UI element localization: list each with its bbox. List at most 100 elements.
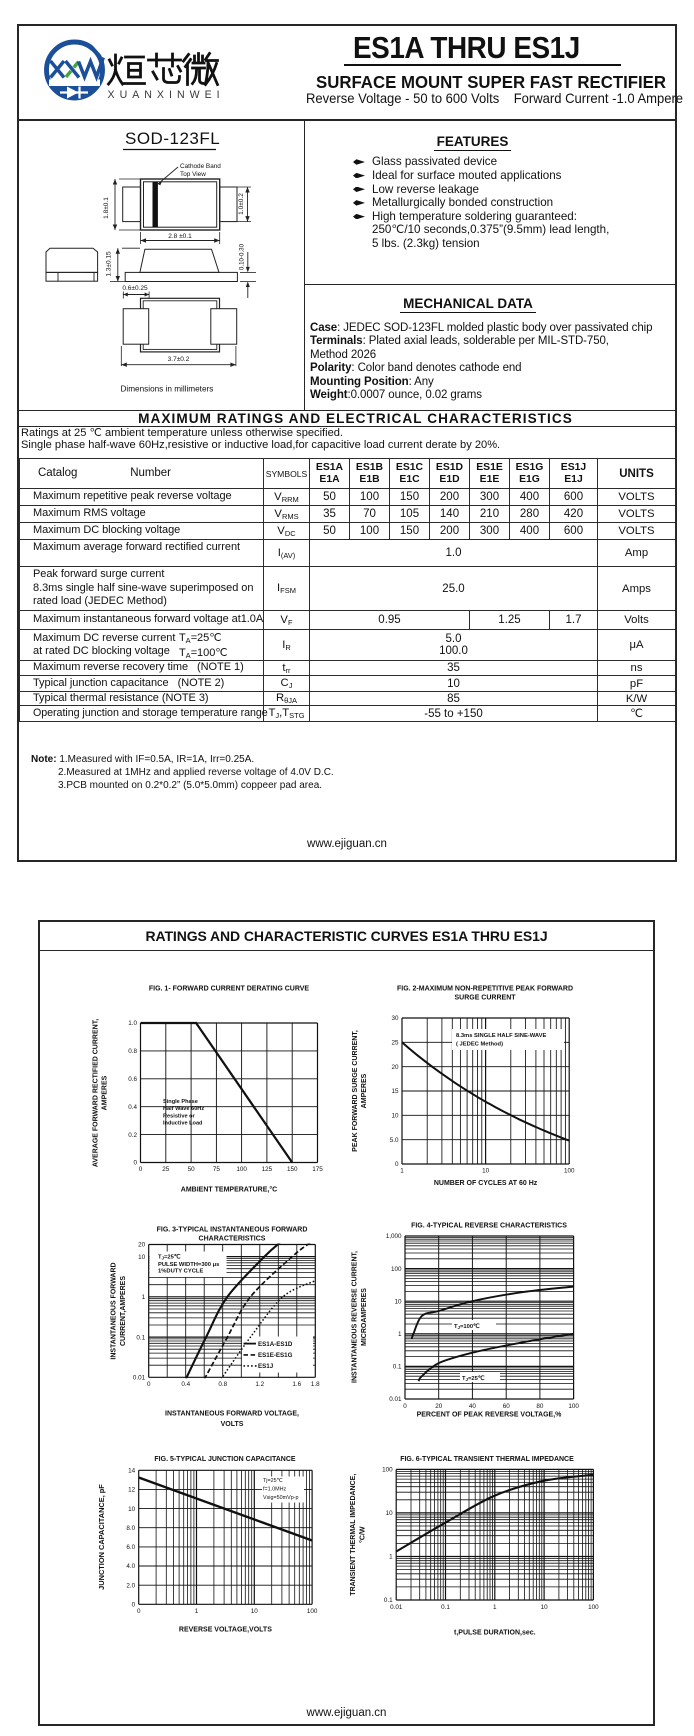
svg-text:75: 75 [213,1166,221,1173]
svg-text:1.0: 1.0 [128,1020,137,1027]
svg-text:2.0: 2.0 [126,1582,135,1589]
svg-text:PULSE WIDTH=300 μs: PULSE WIDTH=300 μs [158,1262,219,1268]
svg-text:Resistive or: Resistive or [163,1113,196,1119]
svg-text:0: 0 [403,1403,407,1410]
svg-text:Half Wave 60Hz: Half Wave 60Hz [163,1106,204,1112]
svg-text:AMPERES: AMPERES [102,1075,109,1110]
svg-text:AMBIENT TEMPERATURE,°C: AMBIENT TEMPERATURE,°C [181,1186,277,1194]
svg-text:Vsig=50mVp-p: Vsig=50mVp-p [263,1495,299,1501]
svg-text:1: 1 [142,1294,146,1301]
svg-text:0.8: 0.8 [128,1048,137,1055]
svg-text:25: 25 [162,1166,170,1173]
svg-text:10: 10 [541,1604,549,1611]
svg-text:20: 20 [391,1064,399,1071]
svg-text:f=1.0MHz: f=1.0MHz [263,1487,287,1493]
svg-text:FIG. 3-TYPICAL INSTANTANEOUS F: FIG. 3-TYPICAL INSTANTANEOUS FORWARD [157,1227,308,1234]
svg-text:20: 20 [435,1403,443,1410]
svg-text:0.2: 0.2 [128,1132,137,1139]
svg-text:4.0: 4.0 [126,1563,135,1570]
svg-text:1.0±0.2: 1.0±0.2 [238,193,245,215]
svg-text:Single Phase: Single Phase [163,1099,198,1105]
svg-text:2.8 ±0.1: 2.8 ±0.1 [168,233,192,240]
svg-text:0.1: 0.1 [136,1334,145,1341]
svg-text:0.4: 0.4 [181,1381,190,1388]
svg-text:ES1A-ES1D: ES1A-ES1D [258,1341,293,1348]
svg-text:INSTANTANEOUS REVERSE CURRENT,: INSTANTANEOUS REVERSE CURRENT, [352,1251,359,1383]
svg-text:TRANSIENT THERMAL IMPEDANCE,: TRANSIENT THERMAL IMPEDANCE, [350,1474,357,1596]
svg-text:FIG. 5-TYPICAL JUNCTION CAPACI: FIG. 5-TYPICAL JUNCTION CAPACITANCE [154,1456,296,1463]
svg-text:FIG. 1- FORWARD CURRENT DERATI: FIG. 1- FORWARD CURRENT DERATING CURVE [149,986,310,993]
svg-text:5.0: 5.0 [390,1137,399,1144]
svg-text:0: 0 [133,1160,137,1167]
svg-text:10: 10 [394,1298,402,1305]
svg-text:0.4: 0.4 [128,1104,137,1111]
svg-text:0.10-0.30: 0.10-0.30 [239,243,246,270]
svg-text:0: 0 [395,1161,399,1168]
svg-text:Inductive Load: Inductive Load [163,1121,203,1127]
svg-text:14: 14 [128,1468,136,1475]
svg-text:CURRENT,AMPERES: CURRENT,AMPERES [120,1276,127,1346]
svg-text:0.6±0.25: 0.6±0.25 [122,285,148,292]
svg-text:TJ=100℃: TJ=100℃ [454,1323,480,1330]
svg-text:SOD-123FL: SOD-123FL [125,129,220,148]
svg-text:REVERSE VOLTAGE,VOLTS: REVERSE VOLTAGE,VOLTS [179,1627,272,1634]
svg-text:10: 10 [482,1168,490,1175]
svg-text:Dimensions in millimeters: Dimensions in millimeters [121,385,214,394]
svg-text:CHARACTERISTICS: CHARACTERISTICS [199,1236,266,1243]
svg-text:8.0: 8.0 [126,1525,135,1532]
svg-text:3.7±0.2: 3.7±0.2 [168,356,190,363]
svg-text:60: 60 [503,1403,511,1410]
svg-text:15: 15 [391,1088,399,1095]
svg-text:12: 12 [128,1487,136,1494]
svg-text:50: 50 [188,1166,196,1173]
svg-text:0: 0 [132,1602,136,1609]
svg-text:0.01: 0.01 [389,1396,402,1403]
svg-text:100: 100 [307,1608,318,1615]
svg-text:1.2: 1.2 [255,1381,264,1388]
svg-text:PERCENT OF PEAK REVERSE VOLTAG: PERCENT OF PEAK REVERSE VOLTAGE,% [417,1412,563,1419]
svg-text:0.1: 0.1 [384,1597,393,1604]
svg-text:0.01: 0.01 [133,1375,146,1382]
svg-text:ES1E-ES1G: ES1E-ES1G [258,1352,293,1359]
svg-text:1: 1 [493,1604,497,1611]
svg-text:( JEDEC Method): ( JEDEC Method) [456,1042,503,1048]
svg-text:1.6: 1.6 [292,1381,301,1388]
svg-text:10: 10 [138,1254,146,1261]
svg-text:40: 40 [469,1403,477,1410]
svg-text:TJ=25℃: TJ=25℃ [158,1254,181,1261]
svg-text:1.8: 1.8 [311,1381,320,1388]
svg-text:VOLTS: VOLTS [221,1421,244,1428]
svg-text:125: 125 [262,1166,273,1173]
svg-text:FIG. 4-TYPICAL REVERSE CHARACT: FIG. 4-TYPICAL REVERSE CHARACTERISTICS [411,1223,567,1230]
svg-text:1%DUTY CYCLE: 1%DUTY CYCLE [158,1269,203,1275]
svg-text:10: 10 [391,1113,399,1120]
svg-text:MICROAMPERES: MICROAMPERES [361,1288,368,1346]
svg-text:t,PULSE DURATION,sec.: t,PULSE DURATION,sec. [454,1630,536,1637]
svg-text:0: 0 [147,1381,151,1388]
svg-text:100: 100 [568,1403,579,1410]
svg-text:100: 100 [564,1168,575,1175]
svg-text:30: 30 [391,1015,399,1022]
svg-text:0.1: 0.1 [393,1364,402,1371]
svg-text:6.0: 6.0 [126,1544,135,1551]
svg-text:Top View: Top View [180,171,206,178]
svg-text:1.3±0.15: 1.3±0.15 [106,251,113,277]
svg-text:JUNCTION CAPACITANCE, pF: JUNCTION CAPACITANCE, pF [97,1484,106,1590]
svg-text:8.3ms SINGLE HALF SINE-WAVE: 8.3ms SINGLE HALF SINE-WAVE [456,1033,547,1039]
svg-text:AVERAGE FORWARD RECTIFIED CURR: AVERAGE FORWARD RECTIFIED CURRENT, [93,1019,100,1167]
svg-text:FIG. 2-MAXIMUM NON-REPETITIVE: FIG. 2-MAXIMUM NON-REPETITIVE PEAK FORWA… [397,986,573,993]
svg-text:1: 1 [195,1608,199,1615]
svg-text:0.8: 0.8 [218,1381,227,1388]
svg-text:10: 10 [251,1608,259,1615]
svg-text:25: 25 [391,1040,399,1047]
svg-text:TJ=25℃: TJ=25℃ [462,1375,485,1382]
svg-text:NUMBER OF CYCLES AT 60 Hz: NUMBER OF CYCLES AT 60 Hz [434,1180,538,1187]
svg-text:1: 1 [389,1554,393,1561]
svg-text:0: 0 [139,1166,143,1173]
svg-text:INSTANTANEOUS FORWARD VOLTAGE,: INSTANTANEOUS FORWARD VOLTAGE, [165,1411,299,1418]
svg-text:1: 1 [398,1331,402,1338]
svg-text:100: 100 [236,1166,247,1173]
svg-text:175: 175 [312,1166,323,1173]
svg-text:100: 100 [382,1467,393,1474]
svg-text:80: 80 [536,1403,544,1410]
